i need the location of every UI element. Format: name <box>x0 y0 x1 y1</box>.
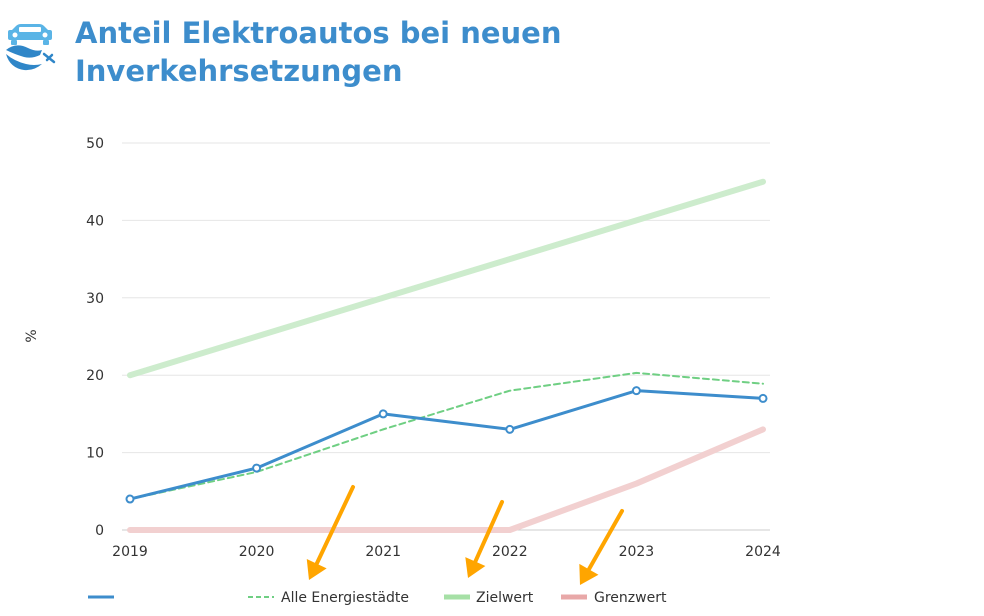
arrow-annotation-2 <box>465 500 504 578</box>
y-tick-label-30: 30 <box>86 291 104 307</box>
arrow-shaft <box>314 485 355 566</box>
x-tick-label-2023: 2023 <box>619 544 655 560</box>
chart-title-line-1: Anteil Elektroautos bei neuen <box>75 16 562 50</box>
y-axis: 0 10 20 30 40 50 <box>86 136 104 539</box>
data-point-2023 <box>631 386 641 396</box>
arrow-shaft <box>586 509 624 572</box>
x-tick-label-2021: 2021 <box>365 544 401 560</box>
data-point-2021 <box>378 409 388 419</box>
chart-title-line-2: Inverkehrsetzungen <box>75 54 403 88</box>
x-axis: 2019 2020 2021 2022 2023 2024 <box>112 544 781 560</box>
series-group <box>125 178 768 533</box>
electric-car-icon <box>2 24 58 76</box>
legend-label-grenzwert: Grenzwert <box>594 590 667 606</box>
grid-lines <box>122 142 770 531</box>
data-point-2020 <box>252 463 262 473</box>
arrow-head <box>579 563 599 585</box>
data-point-2019 <box>125 494 135 504</box>
y-tick-label-10: 10 <box>86 446 104 462</box>
x-tick-label-2022: 2022 <box>492 544 528 560</box>
arrow-annotation-1 <box>306 485 355 580</box>
y-tick-label-20: 20 <box>86 368 104 384</box>
legend-label-zielwert: Zielwert <box>476 590 534 606</box>
arrow-head <box>306 559 327 580</box>
y-tick-label-50: 50 <box>86 136 104 152</box>
annotation-arrows <box>306 485 624 585</box>
arrow-annotation-3 <box>579 509 624 585</box>
legend: Alle Energiestädte Zielwert Grenzwert <box>88 590 667 606</box>
arrow-shaft <box>473 500 504 564</box>
series-line-alle-energiestaedte <box>129 371 764 501</box>
y-axis-label: % <box>24 329 40 342</box>
data-point-2024 <box>758 393 768 403</box>
series-line-grenzwert <box>127 426 766 533</box>
arrow-head <box>465 557 486 578</box>
series-line-zielwert <box>127 178 766 379</box>
legend-label-alle-energiestaedte: Alle Energiestädte <box>281 590 409 606</box>
x-tick-label-2019: 2019 <box>112 544 148 560</box>
data-point-2022 <box>505 424 515 434</box>
x-tick-label-2020: 2020 <box>239 544 275 560</box>
y-tick-label-40: 40 <box>86 213 104 229</box>
x-tick-label-2024: 2024 <box>745 544 781 560</box>
y-tick-label-0: 0 <box>95 523 104 539</box>
chart-title: Anteil Elektroautos bei neuen Inverkehrs… <box>75 14 635 90</box>
series-line-unnamed <box>128 389 765 501</box>
